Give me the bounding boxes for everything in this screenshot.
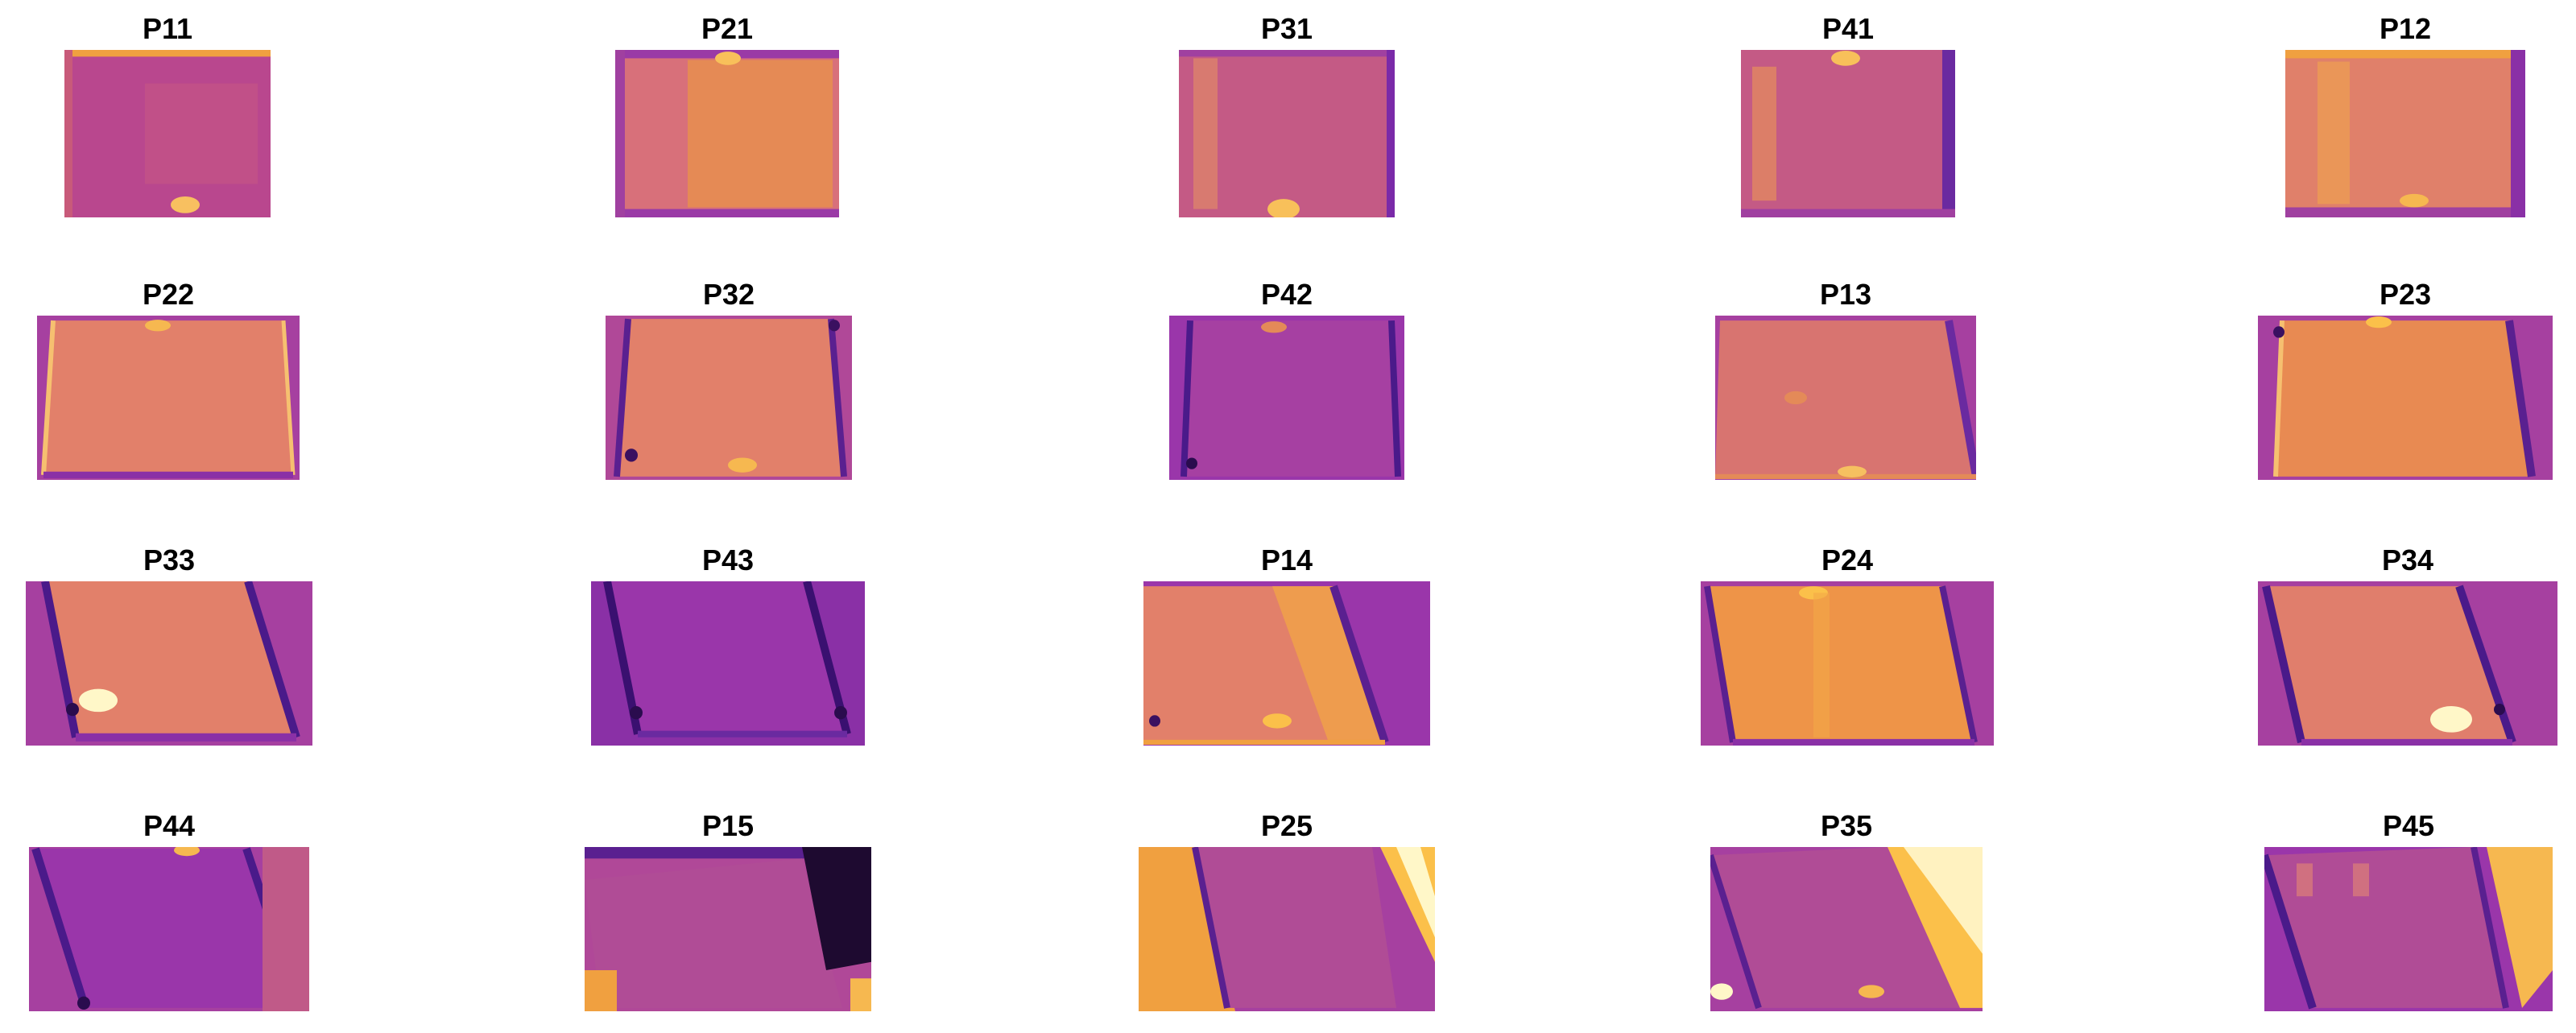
panel-title: P42 — [1260, 278, 1313, 311]
thermal-image — [2258, 316, 2553, 480]
thermal-image — [1179, 50, 1395, 217]
panel-title: P22 — [142, 278, 195, 311]
thermal-panel: P45 — [2264, 810, 2553, 1011]
thermal-panel: P13 — [1715, 279, 1976, 480]
thermal-panel: P42 — [1169, 279, 1404, 480]
thermal-panel: P35 — [1710, 810, 1983, 1011]
thermal-panel: P41 — [1741, 13, 1955, 217]
panel-title: P41 — [1821, 12, 1875, 45]
thermal-image — [1715, 316, 1976, 480]
thermal-image — [585, 847, 871, 1011]
thermal-image — [1741, 50, 1955, 217]
panel-title: P32 — [702, 278, 755, 311]
thermal-image — [64, 50, 271, 217]
thermal-image — [37, 316, 300, 480]
thermal-image — [591, 581, 865, 746]
panel-title: P44 — [143, 809, 196, 842]
thermal-panel: P31 — [1179, 13, 1395, 217]
thermal-panel: P15 — [585, 810, 871, 1011]
panel-title: P13 — [1819, 278, 1872, 311]
thermal-panel: P21 — [615, 13, 839, 217]
panel-title: P12 — [2379, 12, 2432, 45]
thermal-image — [1143, 581, 1430, 746]
panel-title: P15 — [701, 809, 755, 842]
thermal-image — [1701, 581, 1994, 746]
thermal-panel: P43 — [591, 544, 865, 746]
panel-title: P43 — [701, 543, 755, 576]
panel-title: P21 — [701, 12, 754, 45]
panel-title: P11 — [142, 12, 193, 45]
thermal-panel: P11 — [64, 13, 271, 217]
thermal-image — [2285, 50, 2525, 217]
thermal-panel: P12 — [2285, 13, 2525, 217]
thermal-panel: P23 — [2258, 279, 2553, 480]
thermal-image — [2264, 847, 2553, 1011]
thermal-panel: P14 — [1143, 544, 1430, 746]
thermal-image — [1710, 847, 1983, 1011]
panel-title: P35 — [1820, 809, 1873, 842]
thermal-image — [2258, 581, 2557, 746]
panel-title: P14 — [1260, 543, 1313, 576]
thermal-image — [615, 50, 839, 217]
panel-title: P25 — [1260, 809, 1313, 842]
panel-title: P33 — [143, 543, 196, 576]
panel-title: P34 — [2381, 543, 2434, 576]
thermal-image — [606, 316, 852, 480]
thermal-panel: P32 — [606, 279, 852, 480]
panel-title: P45 — [2382, 809, 2435, 842]
thermal-image — [26, 581, 312, 746]
thermal-panel: P25 — [1139, 810, 1435, 1011]
thermal-image — [1139, 847, 1435, 1011]
panel-title: P31 — [1260, 12, 1313, 45]
thermal-panel: P22 — [37, 279, 300, 480]
thermal-panel: P34 — [2258, 544, 2557, 746]
thermal-panel: P33 — [26, 544, 312, 746]
panel-title: P24 — [1821, 543, 1874, 576]
thermal-panel: P44 — [29, 810, 309, 1011]
panel-title: P23 — [2379, 278, 2432, 311]
thermal-image — [1169, 316, 1404, 480]
thermal-panel: P24 — [1701, 544, 1994, 746]
thermal-image — [29, 847, 309, 1011]
